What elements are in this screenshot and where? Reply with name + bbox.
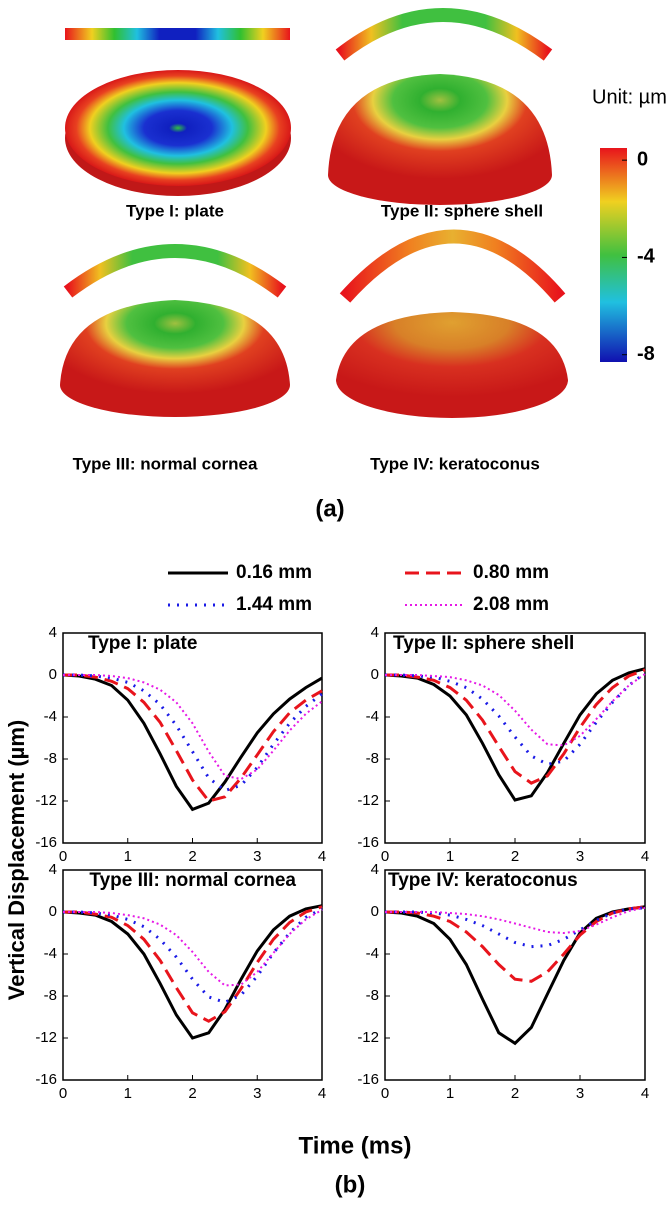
x-tick-label: 3 <box>576 1085 584 1102</box>
colorbar-tick-label: -4 <box>637 246 656 268</box>
chart-title: Type IV: keratoconus <box>388 870 578 891</box>
y-tick-label: -16 <box>35 1071 57 1088</box>
x-tick-label: 1 <box>124 1085 132 1102</box>
shell-dome <box>328 74 552 205</box>
plate-section <box>65 28 290 40</box>
unit-label: Unit: µm <box>592 86 667 108</box>
x-tick-label: 1 <box>446 848 454 865</box>
x-tick-label: 2 <box>188 1085 196 1102</box>
y-axis-label: Vertical Displacement (µm) <box>4 720 29 1000</box>
chart-title: Type I: plate <box>88 633 198 654</box>
series-line <box>385 905 646 983</box>
y-tick-label: 4 <box>49 861 57 878</box>
plot-frame <box>62 869 323 1081</box>
keratoconus-dome <box>336 312 568 418</box>
y-tick-label: -12 <box>35 792 57 809</box>
caption: (b) <box>335 1171 366 1198</box>
y-tick-label: -12 <box>357 1029 379 1046</box>
y-tick-label: 4 <box>371 861 379 878</box>
x-tick-label: 3 <box>253 848 261 865</box>
series-line <box>62 673 323 812</box>
y-tick-label: -12 <box>357 792 379 809</box>
panel-label: Type IV: keratoconus <box>370 454 540 473</box>
x-tick-label: 4 <box>318 848 326 865</box>
models <box>60 8 627 418</box>
x-tick-label: 4 <box>641 848 649 865</box>
y-tick-label: 0 <box>49 666 57 683</box>
series-line <box>63 673 323 793</box>
series-line <box>63 674 323 781</box>
x-tick-label: 2 <box>511 848 519 865</box>
series-line <box>385 906 646 949</box>
y-tick-label: -16 <box>357 834 379 851</box>
series-line <box>385 668 646 785</box>
colorbar-tick-label: -8 <box>637 343 655 365</box>
x-tick-label: 1 <box>446 1085 454 1102</box>
cornea-dome <box>60 300 290 417</box>
x-tick-label: 0 <box>381 1085 389 1102</box>
panel-label: Type III: normal cornea <box>73 454 258 473</box>
keratoconus-section <box>339 229 566 303</box>
y-tick-label: -8 <box>44 987 57 1004</box>
legend-label: 2.08 mm <box>473 594 549 615</box>
x-tick-label: 4 <box>318 1085 326 1102</box>
chart-title: Type II: sphere shell <box>393 633 575 654</box>
y-tick-label: -4 <box>366 708 379 725</box>
x-tick-label: 2 <box>511 1085 519 1102</box>
y-tick-label: 4 <box>49 624 57 641</box>
series-line <box>385 906 646 935</box>
x-tick-label: 0 <box>381 848 389 865</box>
y-tick-label: -4 <box>366 945 379 962</box>
x-tick-label: 0 <box>59 848 67 865</box>
colorbar <box>600 148 627 362</box>
plate-top <box>65 70 291 186</box>
x-tick-label: 0 <box>59 1085 67 1102</box>
colorbar-tick-label: 0 <box>637 148 648 170</box>
y-tick-label: -16 <box>35 834 57 851</box>
legend-label: 0.16 mm <box>236 562 312 583</box>
panel-label: Type II: sphere shell <box>381 201 543 220</box>
y-tick-label: 4 <box>371 624 379 641</box>
y-tick-label: -8 <box>44 750 57 767</box>
series-line <box>384 905 646 1046</box>
panel-label: Type I: plate <box>126 201 224 220</box>
legend-label: 0.80 mm <box>473 562 549 583</box>
y-tick-label: -12 <box>35 1029 57 1046</box>
caption: (a) <box>315 495 344 522</box>
x-axis-label: Time (ms) <box>299 1132 412 1159</box>
y-tick-label: -16 <box>357 1071 379 1088</box>
cornea-section <box>63 244 287 298</box>
series-line <box>385 673 646 747</box>
plot-frame <box>384 869 646 1081</box>
series-line <box>384 667 646 802</box>
y-tick-label: 0 <box>371 903 379 920</box>
x-tick-label: 3 <box>576 848 584 865</box>
y-tick-label: -8 <box>366 987 379 1004</box>
chart-title: Type III: normal cornea <box>89 870 296 891</box>
y-tick-label: 0 <box>371 666 379 683</box>
shell-section <box>335 8 553 61</box>
series-line <box>63 905 323 1023</box>
x-tick-label: 3 <box>253 1085 261 1102</box>
x-tick-label: 2 <box>188 848 196 865</box>
y-tick-label: -8 <box>366 750 379 767</box>
series-line <box>62 904 323 1040</box>
x-tick-label: 4 <box>641 1085 649 1102</box>
x-tick-label: 1 <box>124 848 132 865</box>
y-tick-label: -4 <box>44 708 57 725</box>
series-line <box>63 909 323 987</box>
legend-label: 1.44 mm <box>236 594 312 615</box>
series-line <box>63 673 323 803</box>
y-tick-label: 0 <box>49 903 57 920</box>
plot-frame <box>62 632 323 844</box>
y-tick-label: -4 <box>44 945 57 962</box>
